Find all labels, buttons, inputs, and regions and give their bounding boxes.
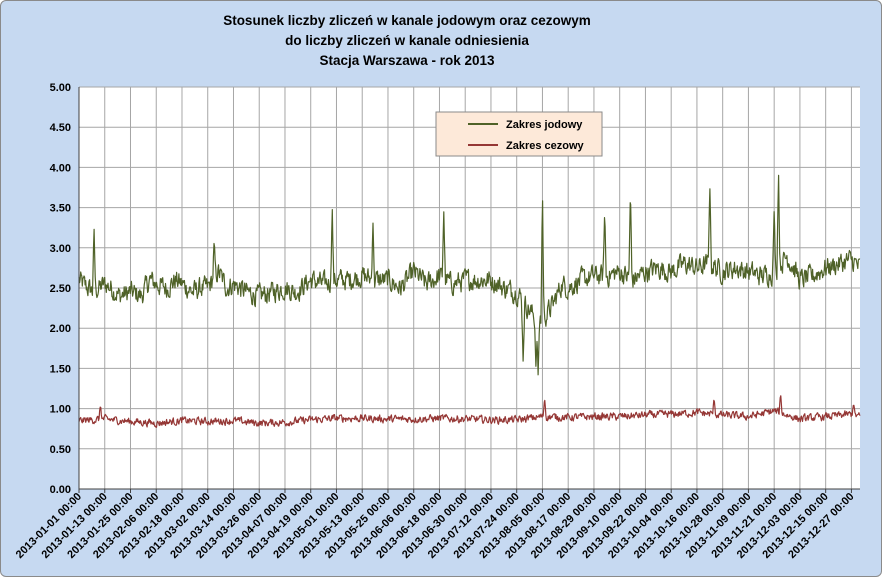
y-tick-label: 4.00 <box>50 162 71 174</box>
legend-label: Zakres cezowy <box>506 140 585 152</box>
y-tick-label: 5.00 <box>50 82 71 94</box>
y-tick-label: 2.50 <box>50 283 71 295</box>
chart-title: Stosunek liczby zliczeń w kanale jodowym… <box>1 11 813 71</box>
chart-title-line-2: do liczby zliczeń w kanale odniesienia <box>285 33 529 48</box>
series-line-zakres-jodowy <box>78 174 861 376</box>
series-layer <box>78 174 861 428</box>
series-line-zakres-cezowy <box>78 395 861 428</box>
y-tick-label: 3.00 <box>50 243 71 255</box>
y-tick-label: 2.00 <box>50 323 71 335</box>
y-tick-label: 0.50 <box>50 444 71 456</box>
y-tick-label: 1.50 <box>50 363 71 375</box>
y-tick-label: 1.00 <box>50 404 71 416</box>
legend: Zakres jodowy Zakres cezowy <box>435 111 603 157</box>
legend-label: Zakres jodowy <box>506 119 583 131</box>
y-tick-label: 3.50 <box>50 203 71 215</box>
y-tick-label: 0.00 <box>50 484 71 496</box>
legend-box <box>435 111 603 157</box>
chart-title-line-3: Stacja Warszawa - rok 2013 <box>319 53 495 68</box>
y-tick-label: 4.50 <box>50 122 71 134</box>
chart-title-line-1: Stosunek liczby zliczeń w kanale jodowym… <box>223 13 591 28</box>
